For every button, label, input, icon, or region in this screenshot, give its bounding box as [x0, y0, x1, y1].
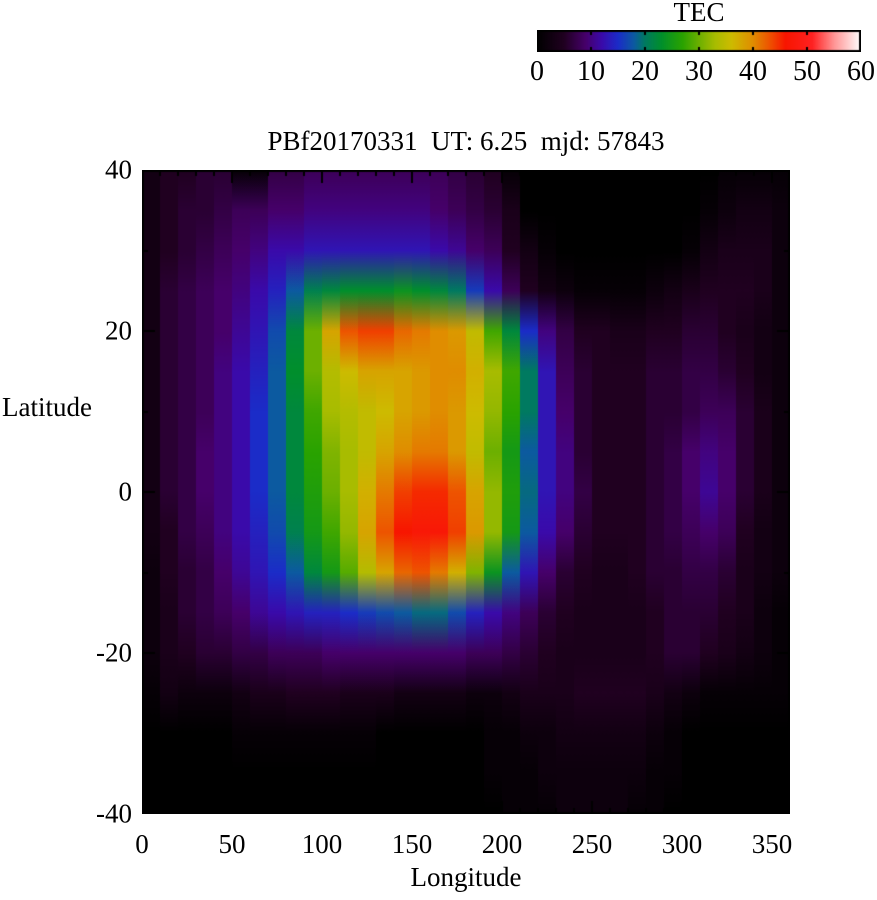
colorbar-tick-label: 0 — [530, 56, 544, 87]
x-tick-label: 0 — [135, 829, 149, 859]
colorbar-tick-label: 20 — [631, 56, 659, 87]
x-tick-label: 200 — [481, 829, 523, 859]
plot-title: PBf20170331 UT: 6.25 mjd: 57843 — [267, 126, 665, 156]
x-tick-label: 300 — [661, 829, 703, 859]
colorbar-tick-label: 10 — [577, 56, 605, 87]
x-tick-label: 350 — [751, 829, 793, 859]
y-axis-title: Latitude — [2, 392, 92, 422]
colorbar-tick-label: 60 — [847, 56, 875, 87]
colorbar-tick-label: 50 — [793, 56, 821, 87]
colorbar-gradient — [537, 30, 861, 52]
y-tick-label: -40 — [96, 798, 132, 829]
x-tick-label: 50 — [218, 829, 246, 859]
y-tick-label: 20 — [105, 315, 132, 346]
x-tick-label: 250 — [571, 829, 613, 859]
colorbar-tick-label: 30 — [685, 56, 713, 87]
colorbar-tick-label: 40 — [739, 56, 767, 87]
x-tick-label: 150 — [391, 829, 433, 859]
y-tick-label: 40 — [105, 154, 132, 185]
x-axis-title: Longitude — [410, 862, 522, 892]
y-tick-label: -20 — [96, 637, 132, 668]
y-tick-label: 0 — [118, 476, 133, 507]
heatmap-canvas — [142, 170, 790, 814]
x-tick-label: 100 — [301, 829, 343, 859]
colorbar-title: TEC — [673, 0, 725, 27]
